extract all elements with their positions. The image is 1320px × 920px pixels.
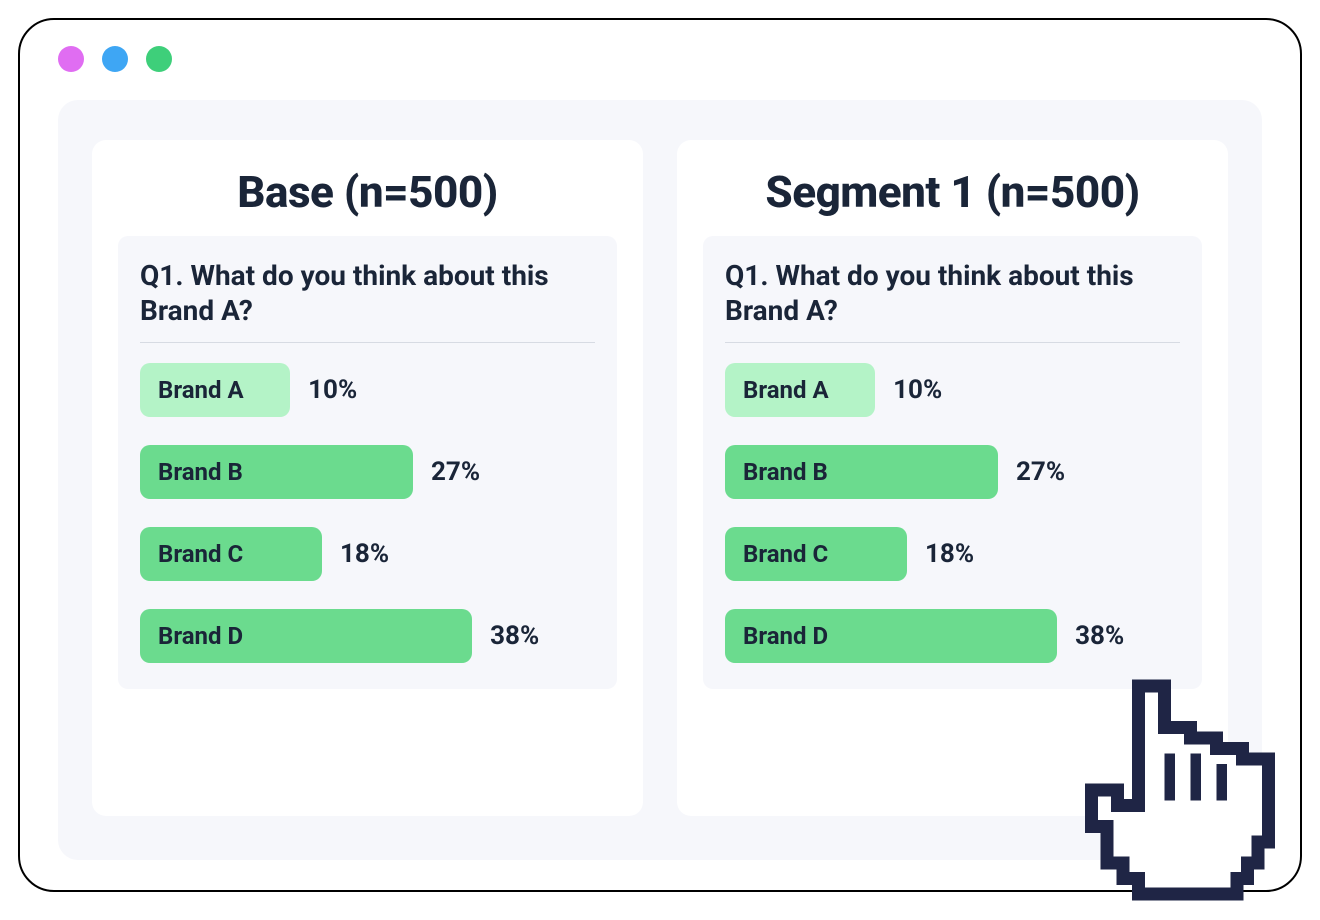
bar-label: Brand D <box>743 622 828 650</box>
window-dot-green[interactable] <box>146 46 172 72</box>
bar-label: Brand A <box>743 376 829 404</box>
bar-brand-b[interactable]: Brand B <box>140 445 413 499</box>
question-text: Q1. What do you think about this Brand A… <box>725 258 1180 343</box>
bar-row: Brand A 10% <box>140 363 595 417</box>
bar-percent: 18% <box>925 539 974 569</box>
bar-percent: 10% <box>308 375 357 405</box>
bar-percent: 10% <box>893 375 942 405</box>
bar-label: Brand B <box>743 458 828 486</box>
window-dot-pink[interactable] <box>58 46 84 72</box>
panel-title: Base (n=500) <box>118 166 617 218</box>
bar-percent: 27% <box>1016 457 1065 487</box>
bar-label: Brand A <box>158 376 244 404</box>
bar-label: Brand C <box>743 540 828 568</box>
bar-brand-b[interactable]: Brand B <box>725 445 998 499</box>
bar-row: Brand B 27% <box>725 445 1180 499</box>
bar-row: Brand D 38% <box>725 609 1180 663</box>
window-titlebar <box>20 20 1300 72</box>
question-block: Q1. What do you think about this Brand A… <box>118 236 617 689</box>
bar-percent: 27% <box>431 457 480 487</box>
bar-percent: 38% <box>1075 621 1124 651</box>
bar-brand-c[interactable]: Brand C <box>140 527 322 581</box>
bar-percent: 38% <box>490 621 539 651</box>
bar-row: Brand B 27% <box>140 445 595 499</box>
bar-row: Brand C 18% <box>140 527 595 581</box>
panel-base: Base (n=500) Q1. What do you think about… <box>92 140 643 816</box>
bar-row: Brand A 10% <box>725 363 1180 417</box>
question-text: Q1. What do you think about this Brand A… <box>140 258 595 343</box>
bar-brand-a[interactable]: Brand A <box>140 363 290 417</box>
bar-brand-d[interactable]: Brand D <box>725 609 1057 663</box>
bar-brand-a[interactable]: Brand A <box>725 363 875 417</box>
bar-row: Brand D 38% <box>140 609 595 663</box>
bar-row: Brand C 18% <box>725 527 1180 581</box>
question-block: Q1. What do you think about this Brand A… <box>703 236 1202 689</box>
panel-title: Segment 1 (n=500) <box>703 166 1202 218</box>
bar-brand-c[interactable]: Brand C <box>725 527 907 581</box>
bar-brand-d[interactable]: Brand D <box>140 609 472 663</box>
bar-label: Brand D <box>158 622 243 650</box>
bar-label: Brand C <box>158 540 243 568</box>
content-area: Base (n=500) Q1. What do you think about… <box>58 100 1262 860</box>
bar-percent: 18% <box>340 539 389 569</box>
bar-label: Brand B <box>158 458 243 486</box>
app-window: Base (n=500) Q1. What do you think about… <box>18 18 1302 892</box>
window-dot-blue[interactable] <box>102 46 128 72</box>
panel-segment-1: Segment 1 (n=500) Q1. What do you think … <box>677 140 1228 816</box>
